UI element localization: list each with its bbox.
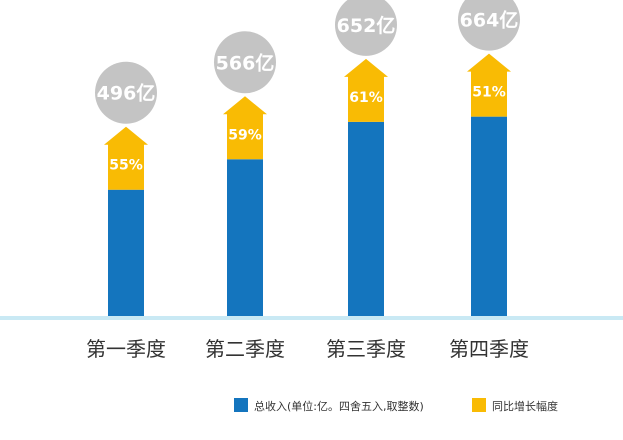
revenue-label-1: 496亿 <box>97 82 156 105</box>
category-label-1: 第一季度 <box>86 337 166 361</box>
growth-label-1: 55% <box>109 158 143 174</box>
growth-arrow-1 <box>104 126 148 190</box>
chart-baseline <box>0 316 623 320</box>
revenue-bar-4 <box>471 116 507 316</box>
legend-label-revenue: 总收入(单位:亿。四舍五入,取整数) <box>254 399 424 413</box>
growth-arrow-4 <box>467 53 511 117</box>
revenue-bubble-2 <box>214 31 276 94</box>
growth-label-4: 51% <box>472 85 506 101</box>
revenue-bar-2 <box>227 159 263 316</box>
growth-label-3: 61% <box>349 90 383 106</box>
revenue-bubble-3 <box>335 0 397 56</box>
legend-swatch-revenue <box>234 398 248 412</box>
growth-label-2: 59% <box>228 127 262 143</box>
category-label-4: 第四季度 <box>449 337 529 361</box>
revenue-label-4: 664亿 <box>460 9 519 32</box>
growth-arrow-3 <box>344 58 388 122</box>
revenue-bar-1 <box>108 189 144 316</box>
legend-swatch-growth <box>472 398 486 412</box>
revenue-label-2: 566亿 <box>216 51 275 74</box>
revenue-bubble-4 <box>458 0 520 51</box>
legend-label-growth: 同比增长幅度 <box>492 399 558 413</box>
growth-arrow-2 <box>223 96 267 160</box>
category-label-3: 第三季度 <box>326 337 406 361</box>
revenue-bubble-1 <box>95 61 157 124</box>
revenue-label-3: 652亿 <box>337 14 396 37</box>
category-label-2: 第二季度 <box>205 337 285 361</box>
revenue-bar-3 <box>348 121 384 316</box>
